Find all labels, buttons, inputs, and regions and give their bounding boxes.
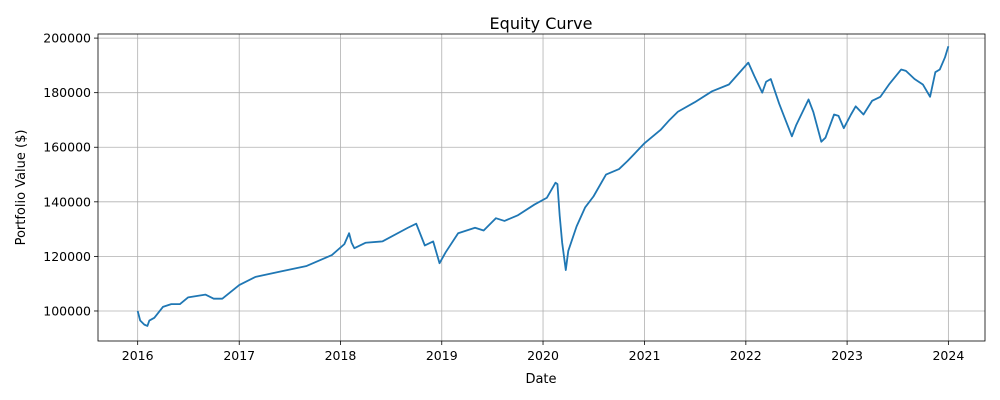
y-axis-label: Portfolio Value ($) xyxy=(14,130,29,246)
y-tick-label: 180000 xyxy=(43,85,91,100)
x-tick-label: 2017 xyxy=(223,348,255,363)
x-tick-label: 2023 xyxy=(831,348,863,363)
x-tick-label: 2020 xyxy=(527,348,559,363)
x-tick-label: 2019 xyxy=(426,348,458,363)
y-tick-label: 120000 xyxy=(43,249,91,264)
y-tick-label: 140000 xyxy=(43,194,91,209)
y-tick-label: 100000 xyxy=(43,303,91,318)
equity-series-line xyxy=(136,46,950,327)
x-tick-label: 2016 xyxy=(122,348,154,363)
x-tick-label: 2024 xyxy=(932,348,964,363)
y-tick-label: 200000 xyxy=(43,31,91,46)
x-tick-label: 2022 xyxy=(730,348,762,363)
plot-frame xyxy=(97,33,986,342)
chart-title: Equity Curve xyxy=(490,14,593,33)
x-axis-label: Date xyxy=(525,372,556,387)
ticks-layer: 2016 2017 2018 2019 2020 2021 2022 2023 2024 1000… xyxy=(43,31,964,363)
x-tick-label: 2021 xyxy=(629,348,661,363)
x-tick-label: 2018 xyxy=(325,348,357,363)
grid-layer xyxy=(98,34,985,341)
y-tick-label: 160000 xyxy=(43,140,91,155)
